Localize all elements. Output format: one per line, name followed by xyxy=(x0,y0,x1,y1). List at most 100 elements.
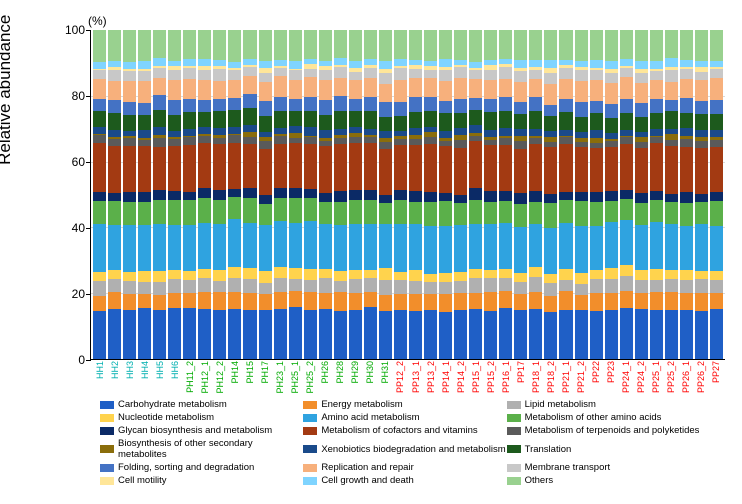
bar: PH12_2 xyxy=(213,30,226,359)
bar-segment xyxy=(514,294,527,311)
bar-segment xyxy=(409,294,422,311)
bar-segment xyxy=(228,189,241,197)
bar-segment xyxy=(183,192,196,200)
bar: PP26_2 xyxy=(695,30,708,359)
bar-segment xyxy=(198,278,211,292)
x-axis-label: PH29 xyxy=(350,361,360,384)
bar-segment xyxy=(529,111,542,129)
bar-segment xyxy=(590,270,603,280)
bar-segment xyxy=(168,191,181,201)
y-axis-label: Relative abundance xyxy=(0,15,15,165)
bar-segment xyxy=(529,60,542,67)
bar-segment xyxy=(665,82,678,100)
bar-segment xyxy=(379,280,392,295)
legend-swatch xyxy=(100,477,114,485)
bar-segment xyxy=(304,198,317,220)
bar-segment xyxy=(349,270,362,279)
bar-segment xyxy=(590,130,603,138)
bar-segment xyxy=(213,281,226,292)
legend-item: Cell motility xyxy=(100,474,303,487)
bar-segment xyxy=(575,81,588,102)
bar-segment xyxy=(379,311,392,359)
bar-segment xyxy=(259,116,272,132)
bar-segment xyxy=(605,118,618,133)
bar-segment xyxy=(650,80,663,100)
bar-segment xyxy=(499,145,512,191)
bar-segment xyxy=(650,71,663,80)
bar-segment xyxy=(213,190,226,200)
bar: PP18_1 xyxy=(529,30,542,359)
legend-label: Folding, sorting and degradation xyxy=(118,462,254,473)
bar-segment xyxy=(379,224,392,268)
bar-segment xyxy=(198,30,211,59)
bar-segment xyxy=(198,309,211,359)
bar-segment xyxy=(93,201,106,224)
bar-segment xyxy=(635,148,648,193)
bar-segment xyxy=(289,268,302,280)
bar-segment xyxy=(289,99,302,111)
bar-segment xyxy=(680,226,693,270)
bar-segment xyxy=(334,292,347,310)
bar-segment xyxy=(153,95,166,109)
bar-segment xyxy=(183,112,196,128)
bar-segment xyxy=(439,101,452,114)
legend-item: Membrane transport xyxy=(507,461,710,474)
bar-segment xyxy=(635,73,648,83)
bar-segment xyxy=(319,130,332,138)
bar-segment xyxy=(499,128,512,136)
bar-segment xyxy=(334,202,347,225)
bar-segment xyxy=(499,67,512,78)
x-axis-label: PP22 xyxy=(591,361,601,383)
bar-segment xyxy=(499,97,512,111)
bar-segment xyxy=(635,30,648,61)
bar-segment xyxy=(213,69,226,80)
bar-segment xyxy=(259,204,272,226)
bar: PP14_2 xyxy=(454,30,467,359)
bar-segment xyxy=(259,294,272,309)
bar-segment xyxy=(228,70,241,79)
bar-segment xyxy=(334,225,347,270)
bar-segment xyxy=(424,70,437,78)
bar: PP15_2 xyxy=(484,30,497,359)
bar-segment xyxy=(213,111,226,128)
bar-segment xyxy=(243,94,256,108)
bar-segment xyxy=(213,138,226,145)
bar-segment xyxy=(469,224,482,268)
bar-segment xyxy=(559,192,572,200)
bar-segment xyxy=(590,202,603,226)
bar: PP13_1 xyxy=(409,30,422,359)
bar-segment xyxy=(168,308,181,359)
bar-segment xyxy=(439,312,452,359)
bar-segment xyxy=(665,58,678,67)
bar-segment xyxy=(665,70,678,82)
bar-segment xyxy=(710,226,723,271)
bar-segment xyxy=(289,61,302,68)
bar-segment xyxy=(544,84,557,105)
bar-segment xyxy=(409,30,422,60)
bar-segment xyxy=(228,197,241,219)
legend-swatch xyxy=(100,401,114,409)
bar-segment xyxy=(228,278,241,292)
y-tick: 80 xyxy=(72,89,85,103)
bar-segment xyxy=(123,115,136,131)
bar-segment xyxy=(529,191,542,202)
bar-segment xyxy=(499,30,512,59)
bar-segment xyxy=(710,147,723,192)
bar-segment xyxy=(695,311,708,359)
bar-segment xyxy=(529,309,542,359)
x-axis-label: PP25_2 xyxy=(666,361,676,393)
x-axis-label: HH3 xyxy=(125,361,135,379)
legend-label: Biosynthesis of other secondary metaboli… xyxy=(118,438,303,460)
x-axis-label: PP25_1 xyxy=(651,361,661,393)
legend-item: Replication and repair xyxy=(303,461,506,474)
bar: PH15 xyxy=(243,30,256,359)
bar-segment xyxy=(213,270,226,281)
bar-segment xyxy=(454,140,467,148)
bar-segment xyxy=(168,146,181,191)
x-axis-label: PP26_2 xyxy=(696,361,706,393)
bar-segment xyxy=(650,191,663,199)
bar-segment xyxy=(153,68,166,77)
bar-segment xyxy=(304,127,317,135)
bar-segment xyxy=(695,114,708,130)
bar: PP16_1 xyxy=(499,30,512,359)
